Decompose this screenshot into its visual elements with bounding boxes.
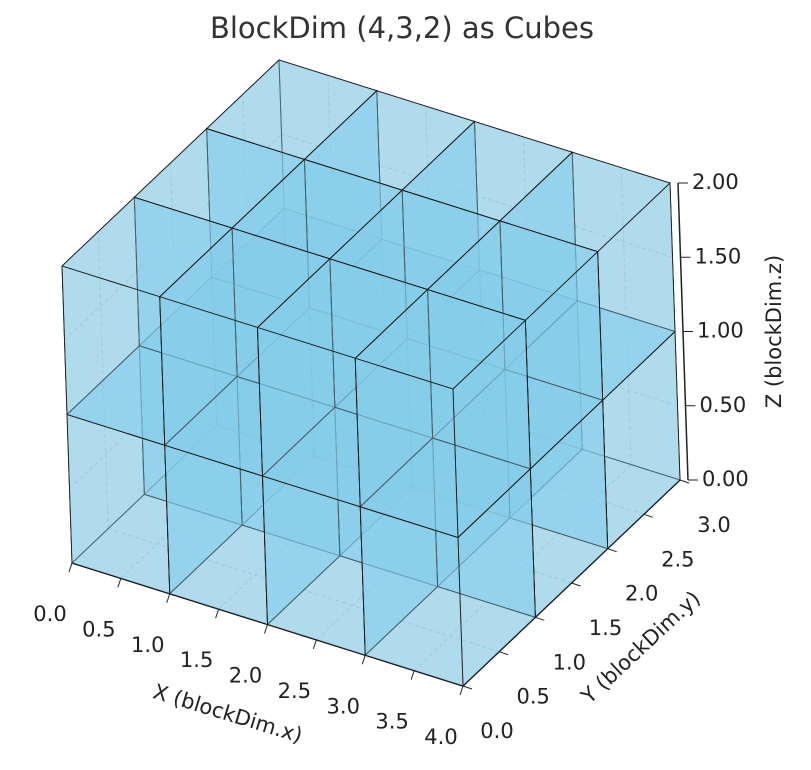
cube (354, 288, 532, 539)
tick-mark (312, 639, 317, 650)
cube (256, 257, 434, 508)
tick-mark (117, 578, 122, 588)
cube (66, 344, 243, 595)
cube (431, 368, 609, 619)
tick-mark (607, 548, 617, 553)
cube (236, 306, 414, 557)
x-tick-label: 2.5 (278, 679, 311, 703)
y-tick-label: 2.5 (661, 547, 694, 571)
cube (426, 219, 604, 470)
x-tick-label: 1.0 (131, 633, 164, 657)
cube (133, 127, 311, 378)
tick-mark (361, 655, 366, 665)
x-tick-label: 0.5 (82, 617, 115, 641)
tick-mark (215, 608, 220, 619)
y-tick-label: 1.5 (589, 616, 622, 640)
x-tick-label: 2.0 (229, 664, 262, 688)
z-axis (677, 182, 689, 481)
grid-line (64, 133, 282, 341)
x-tick-label: 0.0 (33, 602, 66, 626)
z-tick-label: 0.00 (702, 467, 749, 491)
cube (210, 207, 388, 458)
z-axis-label: Z (blockDim.z) (762, 255, 786, 408)
grid-line (218, 402, 436, 610)
grid-line (316, 433, 534, 641)
tick-mark (459, 685, 464, 696)
tick-mark (462, 685, 473, 690)
tick-mark (643, 513, 653, 518)
grid-line (69, 282, 287, 490)
cube (359, 437, 537, 688)
tick-mark (499, 651, 509, 656)
tick-mark (410, 670, 415, 680)
y-tick-label: 2.0 (625, 582, 658, 606)
z-tick-label: 0.50 (700, 393, 747, 417)
cube (308, 238, 486, 489)
cube (61, 196, 238, 447)
cube (499, 151, 676, 402)
x-tick-label: 1.5 (180, 648, 213, 672)
tick-mark (571, 582, 581, 587)
chart-title: BlockDim (4,3,2) as Cubes (210, 11, 594, 45)
cube (138, 276, 316, 527)
tick-mark (535, 616, 545, 621)
x-tick-label: 3.0 (327, 694, 360, 718)
cube-face (354, 357, 459, 539)
tick-mark (166, 593, 171, 603)
z-tick-label: 1.00 (697, 319, 744, 343)
y-tick-label: 3.0 (697, 513, 730, 537)
cube (333, 337, 511, 588)
tick-mark (264, 624, 268, 634)
y-tick-label: 0.5 (516, 685, 549, 709)
y-tick-label: 1.0 (553, 650, 586, 674)
z-tick-label: 2.00 (692, 170, 739, 194)
x-tick-label: 3.5 (375, 710, 408, 734)
cube (163, 375, 341, 626)
cube (406, 268, 584, 519)
cube (328, 189, 506, 440)
z-tick-label: 1.50 (695, 244, 742, 268)
cube (303, 89, 481, 340)
cube (205, 58, 383, 309)
cube (158, 227, 336, 478)
tick-mark (68, 562, 73, 573)
y-tick-label: 0.0 (480, 719, 513, 743)
cube (261, 406, 439, 657)
tick-mark (679, 479, 690, 484)
x-tick-label: 4.0 (424, 725, 457, 749)
